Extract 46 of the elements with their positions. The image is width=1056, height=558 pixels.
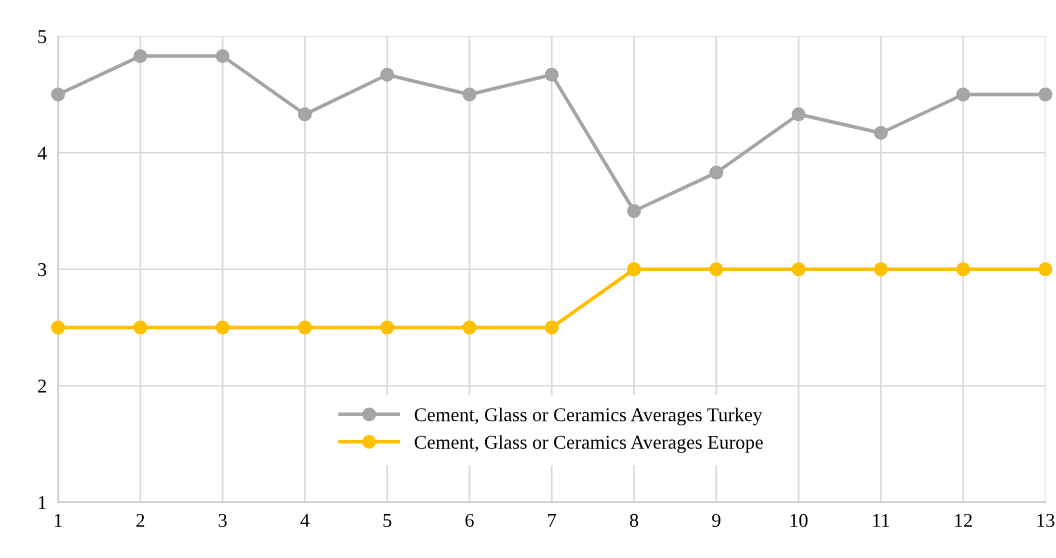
y-tick-label: 1 [38,496,46,509]
x-tick-label: 6 [465,513,474,527]
x-tick-label: 2 [136,513,145,527]
x-tick-label: 9 [712,513,721,527]
point [51,87,66,102]
point [544,320,559,335]
point [873,126,888,140]
point [1038,87,1053,102]
point [627,262,641,277]
point [627,204,641,218]
point [215,49,230,64]
x-tick-label: 7 [548,514,557,527]
point [297,320,312,335]
point [462,87,477,102]
y-tick-label: 5 [38,30,47,44]
point [51,320,66,335]
point [791,262,806,277]
x-tick-label: 11 [873,513,890,527]
x-tick-label: 13 [1037,513,1055,527]
point [709,262,724,277]
point [133,320,148,335]
x-tick-label: 1 [54,513,62,527]
point [133,49,148,64]
y-tick-label: 3 [38,263,47,277]
x-tick-label: 5 [383,514,392,527]
y-tick-label: 2 [38,379,46,393]
y-tick-label: 4 [37,146,47,160]
x-tick-label: 3 [218,513,227,527]
legend-label: Cement, Glass or Ceramics Averages Europe [414,435,763,453]
point [380,67,395,82]
point [956,262,971,277]
x-tick-label: 8 [629,513,639,527]
legend-label: Cement, Glass or Ceramics Averages Turkey [414,407,763,426]
point [462,320,477,335]
x-tick-label: 4 [300,514,310,527]
point [873,262,888,277]
point [709,165,724,180]
point [380,320,395,335]
point [215,320,230,335]
x-tick-label: 10 [790,513,808,527]
point [956,87,971,102]
point [297,107,312,122]
point [791,107,806,122]
x-tick-label: 12 [955,513,972,527]
point [544,67,559,82]
point [1038,262,1053,277]
